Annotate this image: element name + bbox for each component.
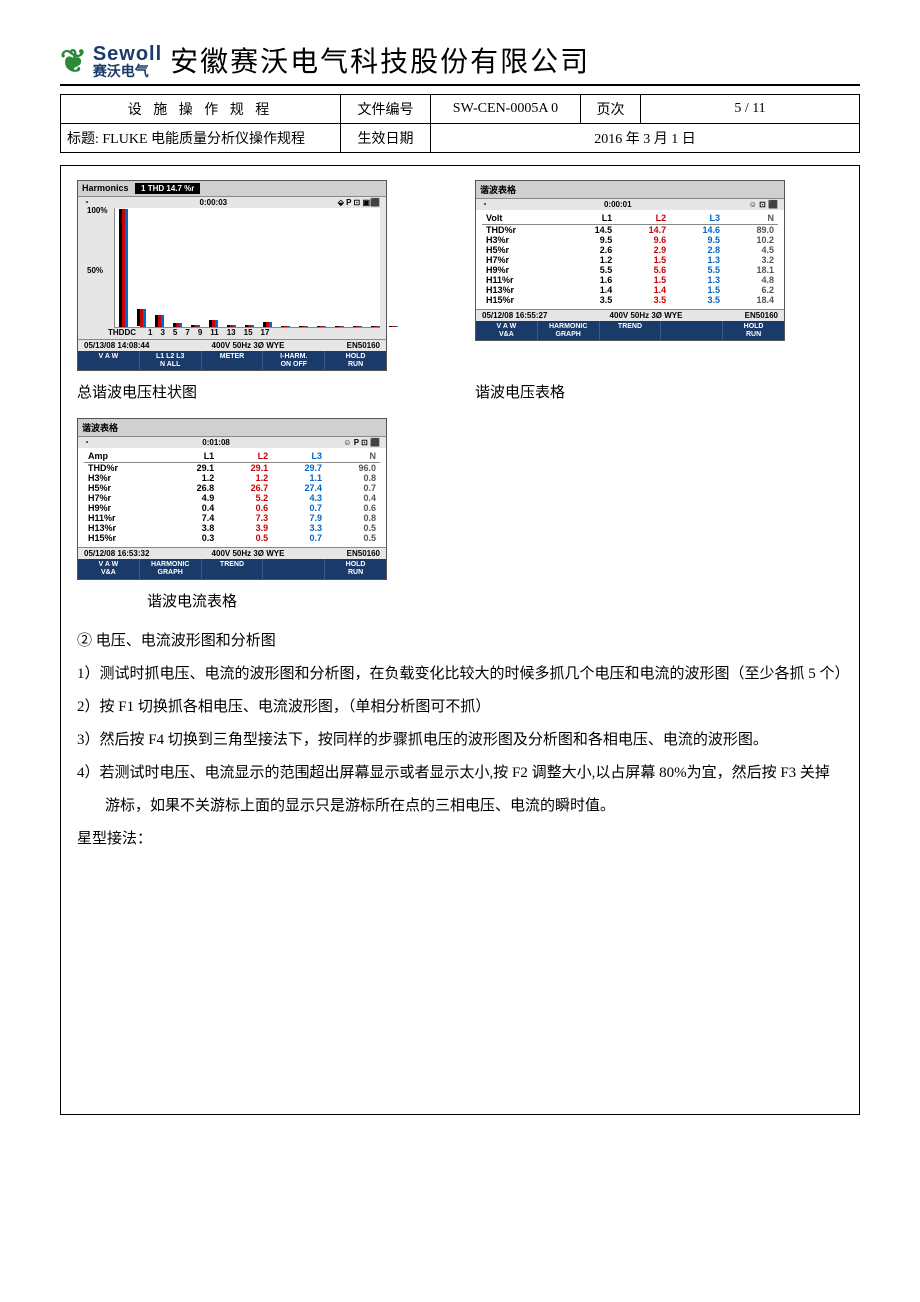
timestamp: 05/12/08 16:53:32 (84, 549, 149, 558)
company-name: 安徽赛沃电气科技股份有限公司 (170, 40, 590, 80)
doc-cell: 生效日期 (341, 124, 431, 153)
softkey[interactable]: V A WV&A (78, 559, 140, 578)
doc-cell: 标题: FLUKE 电能质量分析仪操作规程 (61, 124, 341, 153)
caption-row: 总谐波电压柱状图 谐波电压表格 (77, 381, 843, 402)
status-bar: ◔ 0:00:03 ⬙ P ⊡ ▣⬛ (78, 197, 386, 208)
body-line: ② 电压、电流波形图和分析图 (77, 625, 843, 658)
x-axis: THDDC1357911131517 (78, 328, 386, 339)
status-left: ◔ (84, 438, 89, 447)
harmonics-bar-screen: Harmonics 1 THD 14.7 %r ◔ 0:00:03 ⬙ P ⊡ … (77, 180, 387, 371)
status-time: 0:01:08 (202, 438, 230, 447)
screen-title-bar: Harmonics 1 THD 14.7 %r (78, 181, 386, 197)
standard: EN50160 (347, 549, 380, 558)
doc-cell: 2016 年 3 月 1 日 (431, 124, 860, 153)
body-line: 3）然后按 F4 切换到三角型接法下，按同样的步骤抓电压的波形图及分析图和各相电… (77, 724, 843, 757)
logo: ❦ Sewoll 赛沃电气 (60, 42, 162, 80)
logo-cn: 赛沃电气 (93, 64, 162, 78)
caption-volt: 谐波电压表格 (475, 381, 843, 402)
softkey[interactable]: V A WV&A (476, 321, 538, 340)
status-bar: ◔ 0:01:08 ☺ P ⊡ ⬛ (78, 437, 386, 448)
body-text: ② 电压、电流波形图和分析图 1）测试时抓电压、电流的波形图和分析图，在负载变化… (77, 625, 843, 856)
doc-cell: SW-CEN-0005A 0 (431, 95, 581, 124)
status-icons: ⬙ P ⊡ ▣⬛ (338, 198, 380, 207)
status-time: 0:00:03 (200, 198, 228, 207)
system-info: 400V 50Hz 3Ø WYE (212, 341, 285, 350)
softkey[interactable] (661, 321, 723, 340)
softkey[interactable]: TREND (600, 321, 662, 340)
softkey-menu: V A WV&AHARMONICGRAPHTREND HOLDRUN (476, 321, 784, 340)
standard: EN50160 (745, 311, 778, 320)
softkey[interactable]: TREND (202, 559, 264, 578)
softkey[interactable]: L1 L2 L3N ALL (140, 351, 202, 370)
harmonics-amp-screen: 谐波表格 ◔ 0:01:08 ☺ P ⊡ ⬛ AmpL1L2L3NTHD%r29… (77, 418, 387, 579)
content-frame: Harmonics 1 THD 14.7 %r ◔ 0:00:03 ⬙ P ⊡ … (60, 165, 860, 1115)
page-header: ❦ Sewoll 赛沃电气 安徽赛沃电气科技股份有限公司 (60, 40, 860, 86)
softkey[interactable]: HARMONICGRAPH (538, 321, 600, 340)
volt-table: VoltL1L2L3NTHD%r14.514.714.689.0H3%r9.59… (476, 210, 784, 309)
screen-title: Harmonics (82, 183, 129, 193)
doc-cell: 5 / 11 (641, 95, 860, 124)
bar-chart: 100% 50% (114, 208, 380, 328)
y-label-50: 50% (87, 266, 103, 275)
caption-bar: 总谐波电压柱状图 (77, 381, 445, 402)
standard: EN50160 (347, 341, 380, 350)
thd-badge: 1 THD 14.7 %r (135, 183, 200, 194)
status-time: 0:00:01 (604, 200, 632, 209)
harmonics-volt-screen: 谐波表格 ◔ 0:00:01 ☺ ⊡ ⬛ VoltL1L2L3NTHD%r14.… (475, 180, 785, 341)
softkey[interactable] (263, 559, 325, 578)
body-line: 4）若测试时电压、电流显示的范围超出屏幕显示或者显示太小,按 F2 调整大小,以… (77, 757, 843, 823)
body-line: 1）测试时抓电压、电流的波形图和分析图，在负载变化比较大的时候多抓几个电压和电流… (77, 658, 843, 691)
doc-cell: 设 施 操 作 规 程 (61, 95, 341, 124)
timestamp: 05/12/08 16:55:27 (482, 311, 547, 320)
softkey[interactable]: I-HARM.ON OFF (263, 351, 325, 370)
body-line: 2）按 F1 切换抓各相电压、电流波形图，（单相分析图可不抓） (77, 691, 843, 724)
screen-title: 谐波表格 (78, 419, 386, 437)
body-line: 星型接法： (77, 823, 843, 856)
status-icons: ☺ ⊡ ⬛ (749, 200, 778, 209)
softkey[interactable]: HOLDRUN (325, 559, 386, 578)
softkey[interactable]: HOLDRUN (325, 351, 386, 370)
logo-icon: ❦ (60, 42, 87, 80)
doc-info-table: 设 施 操 作 规 程 文件编号 SW-CEN-0005A 0 页次 5 / 1… (60, 94, 860, 153)
footer-info: 05/12/08 16:55:27 400V 50Hz 3Ø WYE EN501… (476, 309, 784, 321)
status-bar: ◔ 0:00:01 ☺ ⊡ ⬛ (476, 199, 784, 210)
timestamp: 05/13/08 14:08:44 (84, 341, 149, 350)
softkey[interactable]: METER (202, 351, 264, 370)
amp-table: AmpL1L2L3NTHD%r29.129.129.796.0H3%r1.21.… (78, 448, 386, 547)
softkey-menu: V A WL1 L2 L3N ALLMETERI-HARM.ON OFFHOLD… (78, 351, 386, 370)
softkey-menu: V A WV&AHARMONICGRAPHTREND HOLDRUN (78, 559, 386, 578)
softkey[interactable]: HOLDRUN (723, 321, 784, 340)
system-info: 400V 50Hz 3Ø WYE (610, 311, 683, 320)
doc-cell: 页次 (581, 95, 641, 124)
softkey[interactable]: HARMONICGRAPH (140, 559, 202, 578)
footer-info: 05/13/08 14:08:44 400V 50Hz 3Ø WYE EN501… (78, 339, 386, 351)
status-left: ◔ (482, 200, 487, 209)
caption-amp: 谐波电流表格 (147, 590, 843, 611)
footer-info: 05/12/08 16:53:32 400V 50Hz 3Ø WYE EN501… (78, 547, 386, 559)
doc-cell: 文件编号 (341, 95, 431, 124)
screen-title: 谐波表格 (476, 181, 784, 199)
logo-en: Sewoll (93, 44, 162, 64)
status-icons: ☺ P ⊡ ⬛ (343, 438, 380, 447)
system-info: 400V 50Hz 3Ø WYE (212, 549, 285, 558)
y-label-100: 100% (87, 206, 107, 215)
softkey[interactable]: V A W (78, 351, 140, 370)
